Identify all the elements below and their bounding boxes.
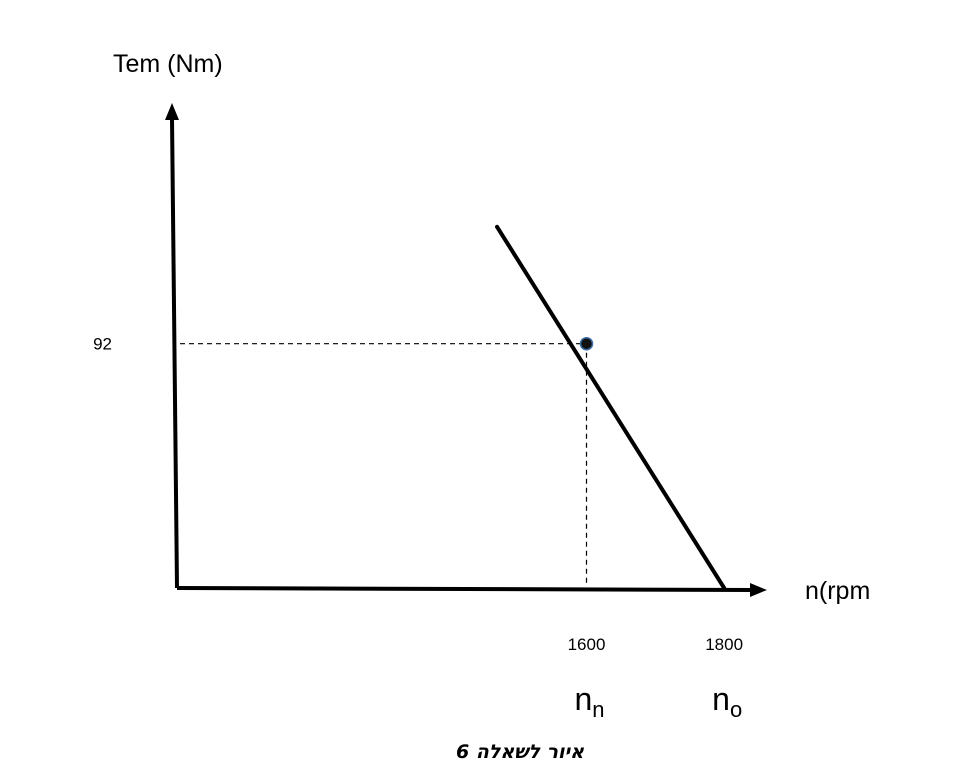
y-axis-arrowhead	[165, 103, 179, 120]
y-axis-title: Tem (Nm)	[113, 50, 223, 78]
x-tick-label-1800: 1800	[705, 635, 743, 654]
rated-speed-symbol: nn	[575, 681, 605, 722]
series-line-torque-speed	[495, 224, 727, 590]
x-axis-title: n(rpm	[805, 577, 870, 605]
operating-point-marker	[579, 336, 594, 351]
x-axis-arrowhead	[750, 583, 767, 597]
y-tick-label-92: 92	[93, 335, 112, 354]
y-axis-line	[170, 117, 179, 589]
rated-speed-symbol-main: n	[575, 681, 593, 717]
x-tick-label-1600: 1600	[568, 635, 606, 654]
no-load-speed-symbol: no	[712, 681, 742, 722]
no-load-speed-symbol-main: n	[712, 681, 730, 717]
rated-speed-symbol-subscript: n	[592, 697, 604, 722]
figure-caption: איור לשאלה 6	[456, 741, 584, 763]
no-load-speed-symbol-subscript: o	[730, 697, 742, 722]
x-axis-line	[176, 586, 753, 592]
